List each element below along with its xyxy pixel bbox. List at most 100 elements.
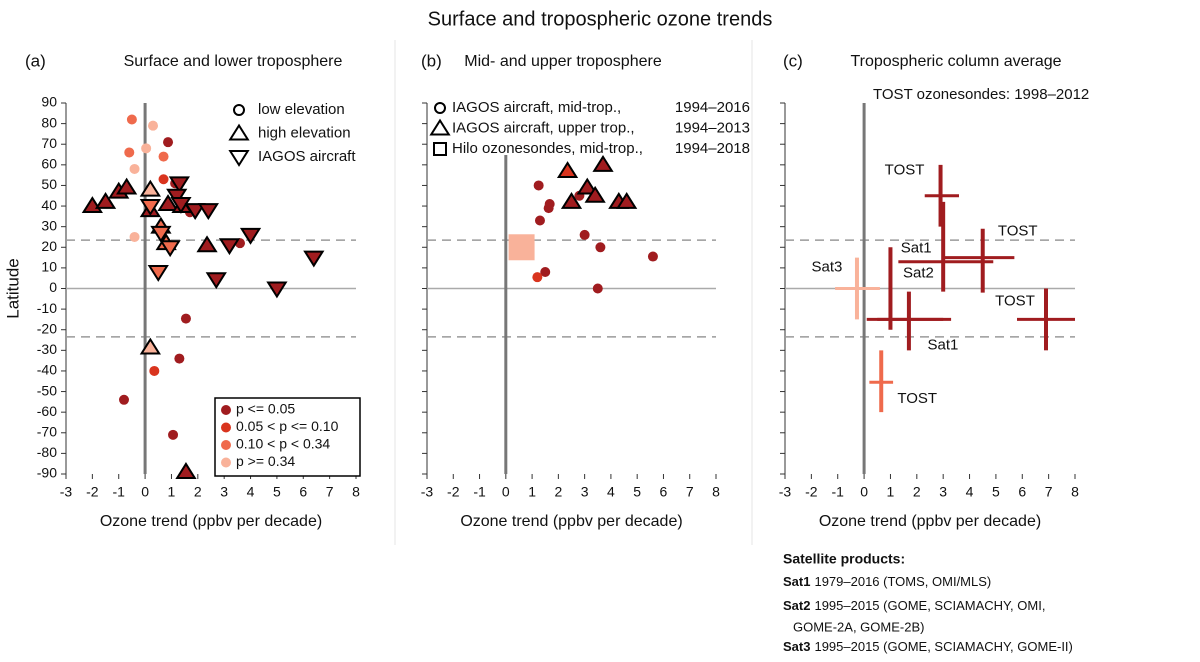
y-tick-label: 40 (41, 197, 57, 213)
legend-period: 1994–2018 (675, 140, 750, 157)
data-point (266, 281, 288, 299)
item-label: Sat3 (812, 258, 843, 275)
x-tick-label: 2 (913, 484, 921, 500)
data-point (205, 272, 227, 290)
x-tick-label: 1 (528, 484, 536, 500)
data-point (139, 337, 161, 355)
panel-label: (b) (421, 51, 442, 70)
x-tick-label: -2 (805, 484, 818, 500)
legend-label: p <= 0.05 (236, 401, 295, 417)
data-point (139, 179, 161, 197)
x-tick-label: 1 (168, 484, 176, 500)
panel-label: (c) (783, 51, 803, 70)
y-tick-label: 60 (41, 156, 57, 172)
data-point (126, 114, 137, 125)
x-tick-label: 4 (607, 484, 615, 500)
y-tick-label: 10 (41, 259, 57, 275)
y-tick-label: -60 (37, 403, 57, 419)
legend-label: 0.05 < p <= 0.10 (236, 418, 339, 434)
x-tick-label: 6 (299, 484, 307, 500)
data-point (647, 251, 658, 262)
legend-marker (429, 118, 451, 136)
data-point (116, 177, 138, 195)
x-tick-label: 7 (686, 484, 694, 500)
y-tick-label: -90 (37, 465, 57, 481)
x-axis-label: Ozone trend (ppbv per decade) (460, 513, 682, 530)
x-tick-label: -1 (113, 484, 126, 500)
panel-title: Mid- and upper troposphere (464, 53, 662, 70)
x-tick-label: 7 (1045, 484, 1053, 500)
footnote-text: 1995–2015 (GOME, SCIAMACHY, GOME-II) (814, 639, 1072, 654)
x-tick-label: -3 (60, 484, 73, 500)
footnote-continuation: GOME-2A, GOME-2B) (793, 619, 924, 634)
x-tick-label: 4 (966, 484, 974, 500)
legend-period: 1994–2013 (675, 119, 750, 136)
data-point (556, 161, 579, 179)
legend-label: 0.10 < p < 0.34 (236, 436, 330, 452)
x-tick-label: 3 (581, 484, 589, 500)
item-label: TOST (897, 390, 937, 407)
data-point (218, 238, 241, 256)
legend-label: low elevation (258, 101, 345, 118)
y-tick-label: -70 (37, 423, 57, 439)
legend-label: p >= 0.34 (236, 453, 295, 469)
data-point (532, 272, 543, 283)
figure-title: Surface and tropospheric ozone trends (428, 8, 773, 30)
x-tick-label: 7 (326, 484, 334, 500)
data-point (141, 143, 152, 154)
item-label: TOST (998, 223, 1038, 240)
data-point (534, 215, 545, 226)
item-label: Sat1 (927, 336, 958, 353)
x-tick-label: -2 (86, 484, 99, 500)
footnote-name: Sat3 (783, 639, 810, 654)
footnote-name: Sat1 (783, 574, 810, 589)
data-point (533, 180, 544, 191)
data-point (148, 120, 158, 131)
item-label: TOST (995, 292, 1035, 309)
data-point (159, 240, 181, 258)
x-tick-label: 0 (141, 484, 149, 500)
data-point (170, 196, 192, 214)
panel-note: TOST ozonesondes: 1998–2012 (873, 86, 1089, 103)
data-point (139, 199, 161, 216)
data-point (543, 203, 554, 214)
legend-label: IAGOS aircraft, mid-trop., (452, 99, 621, 116)
legend-marker (228, 123, 250, 141)
x-tick-label: -3 (421, 484, 434, 500)
data-point (129, 163, 140, 174)
panel-title: Surface and lower troposphere (124, 53, 343, 70)
data-point (303, 250, 325, 268)
x-tick-label: 2 (194, 484, 202, 500)
data-point (595, 242, 606, 253)
x-tick-label: 0 (502, 484, 510, 500)
legend-period: 1994–2016 (675, 99, 750, 116)
y-tick-label: 30 (41, 217, 57, 233)
data-point (184, 203, 206, 221)
x-tick-label: 4 (247, 484, 255, 500)
data-point (197, 203, 219, 221)
y-tick-label: -30 (37, 341, 57, 357)
data-point (149, 365, 160, 376)
x-tick-label: 8 (712, 484, 720, 500)
legend-marker (434, 102, 446, 114)
x-tick-label: -1 (473, 484, 486, 500)
y-tick-label: 70 (41, 135, 57, 151)
data-point (163, 137, 174, 148)
data-point (196, 235, 218, 253)
item-label: TOST (885, 162, 925, 179)
data-point (150, 225, 172, 243)
data-point (158, 151, 169, 162)
legend-marker (228, 150, 250, 167)
data-point (560, 192, 583, 209)
x-tick-label: 8 (352, 484, 360, 500)
x-tick-label: 6 (1018, 484, 1026, 500)
x-tick-label: 3 (939, 484, 947, 500)
data-point (158, 174, 169, 185)
x-tick-label: 2 (554, 484, 562, 500)
x-tick-label: -3 (779, 484, 792, 500)
footnote-title: Satellite products: (783, 551, 905, 567)
data-point (175, 462, 197, 479)
footnote-line: Sat1 1979–2016 (TOMS, OMI/MLS) (783, 574, 991, 589)
data-point (576, 177, 598, 195)
